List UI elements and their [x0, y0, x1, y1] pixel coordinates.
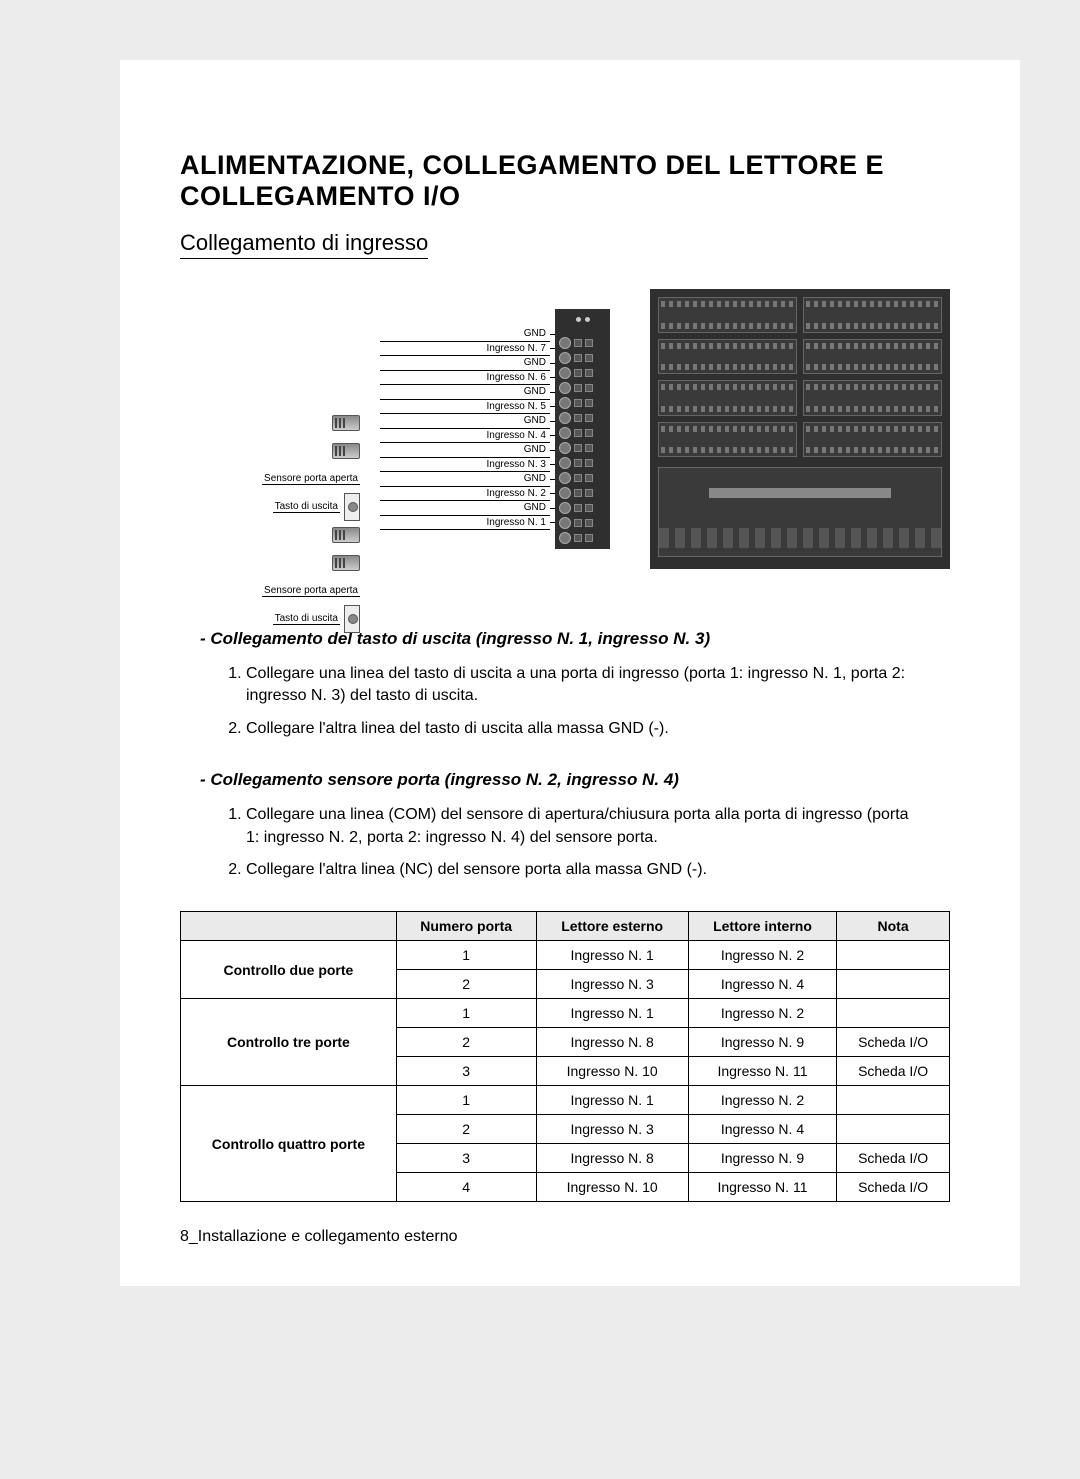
- table-group-label: Controllo due porte: [181, 941, 397, 999]
- table-cell: Ingresso N. 11: [688, 1173, 836, 1202]
- table-cell: 4: [396, 1173, 536, 1202]
- table-cell: Ingresso N. 10: [536, 1173, 688, 1202]
- page-subtitle: Collegamento di ingresso: [180, 230, 428, 259]
- terminal-label: Ingresso N. 7: [380, 342, 550, 357]
- table-header: Numero porta: [396, 912, 536, 941]
- device-label: [190, 409, 360, 437]
- keypad-icon: [332, 555, 360, 571]
- mapping-table: Numero portaLettore esternoLettore inter…: [180, 911, 950, 1202]
- terminal-label: Ingresso N. 3: [380, 458, 550, 473]
- table-cell: Ingresso N. 9: [688, 1028, 836, 1057]
- table-row: Controllo tre porte1Ingresso N. 1Ingress…: [181, 999, 950, 1028]
- document-page: ALIMENTAZIONE, COLLEGAMENTO DEL LETTORE …: [120, 60, 1020, 1286]
- step-item: Collegare una linea (COM) del sensore di…: [246, 804, 910, 849]
- device-label: [190, 521, 360, 549]
- table-cell: Ingresso N. 2: [688, 941, 836, 970]
- terminal-label: GND: [380, 327, 550, 342]
- terminal-label: GND: [380, 443, 550, 458]
- keypad-icon: [332, 415, 360, 431]
- wiring-diagram: GNDIngresso N. 7GNDIngresso N. 6GNDIngre…: [180, 289, 950, 569]
- table-cell: 1: [396, 941, 536, 970]
- table-cell: Ingresso N. 4: [688, 970, 836, 999]
- table-cell: Ingresso N. 1: [536, 1086, 688, 1115]
- device-label: Tasto di uscita: [190, 605, 360, 633]
- device-label: [190, 549, 360, 577]
- device-label: Tasto di uscita: [190, 493, 360, 521]
- table-cell: 2: [396, 970, 536, 999]
- terminal-label: GND: [380, 414, 550, 429]
- table-cell: Ingresso N. 8: [536, 1028, 688, 1057]
- table-cell: [837, 941, 950, 970]
- page-number: 8: [180, 1228, 189, 1245]
- table-cell: Scheda I/O: [837, 1057, 950, 1086]
- table-cell: [837, 999, 950, 1028]
- table-cell: 3: [396, 1057, 536, 1086]
- table-group-label: Controllo quattro porte: [181, 1086, 397, 1202]
- device-label: Sensore porta aperta: [190, 465, 360, 493]
- step-item: Collegare l'altra linea (NC) del sensore…: [246, 859, 910, 881]
- terminal-label: GND: [380, 385, 550, 400]
- table-header: [181, 912, 397, 941]
- table-cell: 2: [396, 1028, 536, 1057]
- table-cell: [837, 1086, 950, 1115]
- table-cell: Ingresso N. 9: [688, 1144, 836, 1173]
- page-title: ALIMENTAZIONE, COLLEGAMENTO DEL LETTORE …: [180, 150, 950, 212]
- table-cell: Scheda I/O: [837, 1144, 950, 1173]
- section-heading-2: - Collegamento sensore porta (ingresso N…: [200, 770, 950, 790]
- table-header: Nota: [837, 912, 950, 941]
- table-cell: Ingresso N. 11: [688, 1057, 836, 1086]
- terminal-label: GND: [380, 356, 550, 371]
- keypad-icon: [332, 443, 360, 459]
- page-footer: 8_Installazione e collegamento esterno: [180, 1228, 950, 1246]
- terminal-label: Ingresso N. 5: [380, 400, 550, 415]
- table-row: Controllo quattro porte1Ingresso N. 1Ing…: [181, 1086, 950, 1115]
- device-label: Sensore porta aperta: [190, 577, 360, 605]
- table-cell: 1: [396, 999, 536, 1028]
- table-row: Controllo due porte1Ingresso N. 1Ingress…: [181, 941, 950, 970]
- terminal-labels: GNDIngresso N. 7GNDIngresso N. 6GNDIngre…: [380, 327, 550, 530]
- keypad-icon: [332, 527, 360, 543]
- terminal-label: GND: [380, 472, 550, 487]
- footer-text: _Installazione e collegamento esterno: [189, 1228, 458, 1245]
- pcb-board-icon: [650, 289, 950, 569]
- table-header: Lettore interno: [688, 912, 836, 941]
- step-item: Collegare l'altra linea del tasto di usc…: [246, 718, 910, 740]
- section-1-steps: Collegare una linea del tasto di uscita …: [220, 663, 910, 740]
- table-cell: 2: [396, 1115, 536, 1144]
- terminal-label: Ingresso N. 6: [380, 371, 550, 386]
- table-cell: Scheda I/O: [837, 1173, 950, 1202]
- terminal-label: GND: [380, 501, 550, 516]
- table-cell: Ingresso N. 2: [688, 1086, 836, 1115]
- terminal-block-icon: [555, 309, 610, 549]
- table-cell: Ingresso N. 3: [536, 970, 688, 999]
- table-cell: Ingresso N. 10: [536, 1057, 688, 1086]
- table-cell: Ingresso N. 4: [688, 1115, 836, 1144]
- table-cell: 3: [396, 1144, 536, 1173]
- table-cell: 1: [396, 1086, 536, 1115]
- table-cell: Ingresso N. 8: [536, 1144, 688, 1173]
- table-header: Lettore esterno: [536, 912, 688, 941]
- device-label: [190, 437, 360, 465]
- step-item: Collegare una linea del tasto di uscita …: [246, 663, 910, 708]
- table-cell: Ingresso N. 1: [536, 999, 688, 1028]
- exit-button-icon: [344, 605, 360, 633]
- terminal-label: Ingresso N. 2: [380, 487, 550, 502]
- device-labels: Sensore porta apertaTasto di uscitaSenso…: [190, 409, 360, 633]
- section-2-steps: Collegare una linea (COM) del sensore di…: [220, 804, 910, 881]
- table-cell: Ingresso N. 3: [536, 1115, 688, 1144]
- exit-button-icon: [344, 493, 360, 521]
- table-group-label: Controllo tre porte: [181, 999, 397, 1086]
- terminal-label: Ingresso N. 4: [380, 429, 550, 444]
- table-cell: Scheda I/O: [837, 1028, 950, 1057]
- wiring-diagram-left: GNDIngresso N. 7GNDIngresso N. 6GNDIngre…: [190, 289, 610, 569]
- table-cell: [837, 1115, 950, 1144]
- table-cell: Ingresso N. 2: [688, 999, 836, 1028]
- table-cell: Ingresso N. 1: [536, 941, 688, 970]
- table-cell: [837, 970, 950, 999]
- terminal-label: Ingresso N. 1: [380, 516, 550, 531]
